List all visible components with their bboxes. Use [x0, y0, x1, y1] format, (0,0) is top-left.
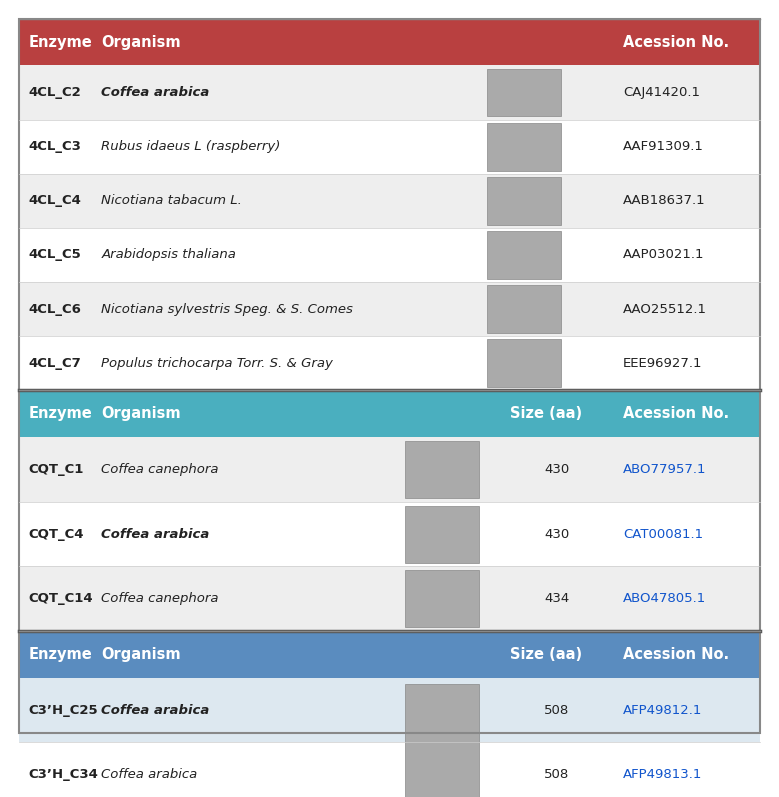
Text: 508: 508: [545, 704, 569, 717]
FancyBboxPatch shape: [19, 677, 760, 743]
Text: Rubus idaeus L (raspberry): Rubus idaeus L (raspberry): [101, 140, 280, 153]
Text: Acession No.: Acession No.: [623, 406, 729, 421]
FancyBboxPatch shape: [487, 231, 561, 279]
Text: Coffea arabica: Coffea arabica: [101, 528, 210, 540]
Text: EEE96927.1: EEE96927.1: [623, 357, 703, 370]
Text: Acession No.: Acession No.: [623, 647, 729, 662]
Text: ABO77957.1: ABO77957.1: [623, 463, 707, 476]
Text: Enzyme: Enzyme: [29, 34, 93, 49]
FancyBboxPatch shape: [487, 123, 561, 171]
Text: AAF91309.1: AAF91309.1: [623, 140, 704, 153]
Text: Coffea canephora: Coffea canephora: [101, 592, 219, 605]
Text: 434: 434: [545, 592, 569, 605]
Text: AFP49813.1: AFP49813.1: [623, 768, 703, 781]
Text: CQT_C14: CQT_C14: [29, 592, 93, 605]
FancyBboxPatch shape: [19, 743, 760, 797]
Text: AFP49812.1: AFP49812.1: [623, 704, 703, 717]
Text: Populus trichocarpa Torr. S. & Gray: Populus trichocarpa Torr. S. & Gray: [101, 357, 333, 370]
Text: Size (aa): Size (aa): [510, 406, 583, 421]
Text: CAJ41420.1: CAJ41420.1: [623, 86, 700, 99]
Text: AAB18637.1: AAB18637.1: [623, 194, 706, 207]
Text: C3’H_C34: C3’H_C34: [29, 768, 99, 781]
Text: 430: 430: [545, 463, 569, 476]
FancyBboxPatch shape: [19, 631, 760, 677]
FancyBboxPatch shape: [19, 437, 760, 502]
FancyBboxPatch shape: [19, 65, 760, 120]
Text: Coffea arabica: Coffea arabica: [101, 86, 210, 99]
Text: 508: 508: [545, 768, 569, 781]
FancyBboxPatch shape: [487, 69, 561, 116]
FancyBboxPatch shape: [19, 174, 760, 228]
Text: CQT_C4: CQT_C4: [29, 528, 84, 540]
Text: 4CL_C2: 4CL_C2: [29, 86, 82, 99]
Text: CQT_C1: CQT_C1: [29, 463, 84, 476]
FancyBboxPatch shape: [405, 684, 479, 797]
Text: Acession No.: Acession No.: [623, 34, 729, 49]
Text: 4CL_C7: 4CL_C7: [29, 357, 82, 370]
Text: Enzyme: Enzyme: [29, 406, 93, 421]
Text: AAP03021.1: AAP03021.1: [623, 249, 705, 261]
FancyBboxPatch shape: [405, 441, 479, 498]
FancyBboxPatch shape: [19, 502, 760, 567]
Text: Nicotiana tabacum L.: Nicotiana tabacum L.: [101, 194, 242, 207]
Text: Coffea canephora: Coffea canephora: [101, 463, 219, 476]
Text: Size (aa): Size (aa): [510, 647, 583, 662]
FancyBboxPatch shape: [19, 282, 760, 336]
Text: Organism: Organism: [101, 406, 181, 421]
Text: Organism: Organism: [101, 34, 181, 49]
Text: Coffea arabica: Coffea arabica: [101, 768, 198, 781]
Text: Arabidopsis thaliana: Arabidopsis thaliana: [101, 249, 236, 261]
Text: 4CL_C6: 4CL_C6: [29, 303, 82, 316]
FancyBboxPatch shape: [487, 177, 561, 225]
Text: CAT00081.1: CAT00081.1: [623, 528, 703, 540]
FancyBboxPatch shape: [19, 567, 760, 631]
Text: 4CL_C3: 4CL_C3: [29, 140, 82, 153]
FancyBboxPatch shape: [405, 571, 479, 627]
Text: C3’H_C25: C3’H_C25: [29, 704, 98, 717]
FancyBboxPatch shape: [19, 120, 760, 174]
FancyBboxPatch shape: [487, 340, 561, 387]
Text: ABO47805.1: ABO47805.1: [623, 592, 707, 605]
Text: 430: 430: [545, 528, 569, 540]
FancyBboxPatch shape: [19, 336, 760, 391]
Text: Organism: Organism: [101, 647, 181, 662]
FancyBboxPatch shape: [19, 19, 760, 65]
FancyBboxPatch shape: [19, 228, 760, 282]
Text: Enzyme: Enzyme: [29, 647, 93, 662]
Text: Coffea arabica: Coffea arabica: [101, 704, 210, 717]
FancyBboxPatch shape: [487, 285, 561, 333]
Text: 4CL_C5: 4CL_C5: [29, 249, 82, 261]
Text: 4CL_C4: 4CL_C4: [29, 194, 82, 207]
FancyBboxPatch shape: [19, 391, 760, 437]
Text: AAO25512.1: AAO25512.1: [623, 303, 707, 316]
Text: Nicotiana sylvestris Speg. & S. Comes: Nicotiana sylvestris Speg. & S. Comes: [101, 303, 353, 316]
FancyBboxPatch shape: [405, 505, 479, 563]
